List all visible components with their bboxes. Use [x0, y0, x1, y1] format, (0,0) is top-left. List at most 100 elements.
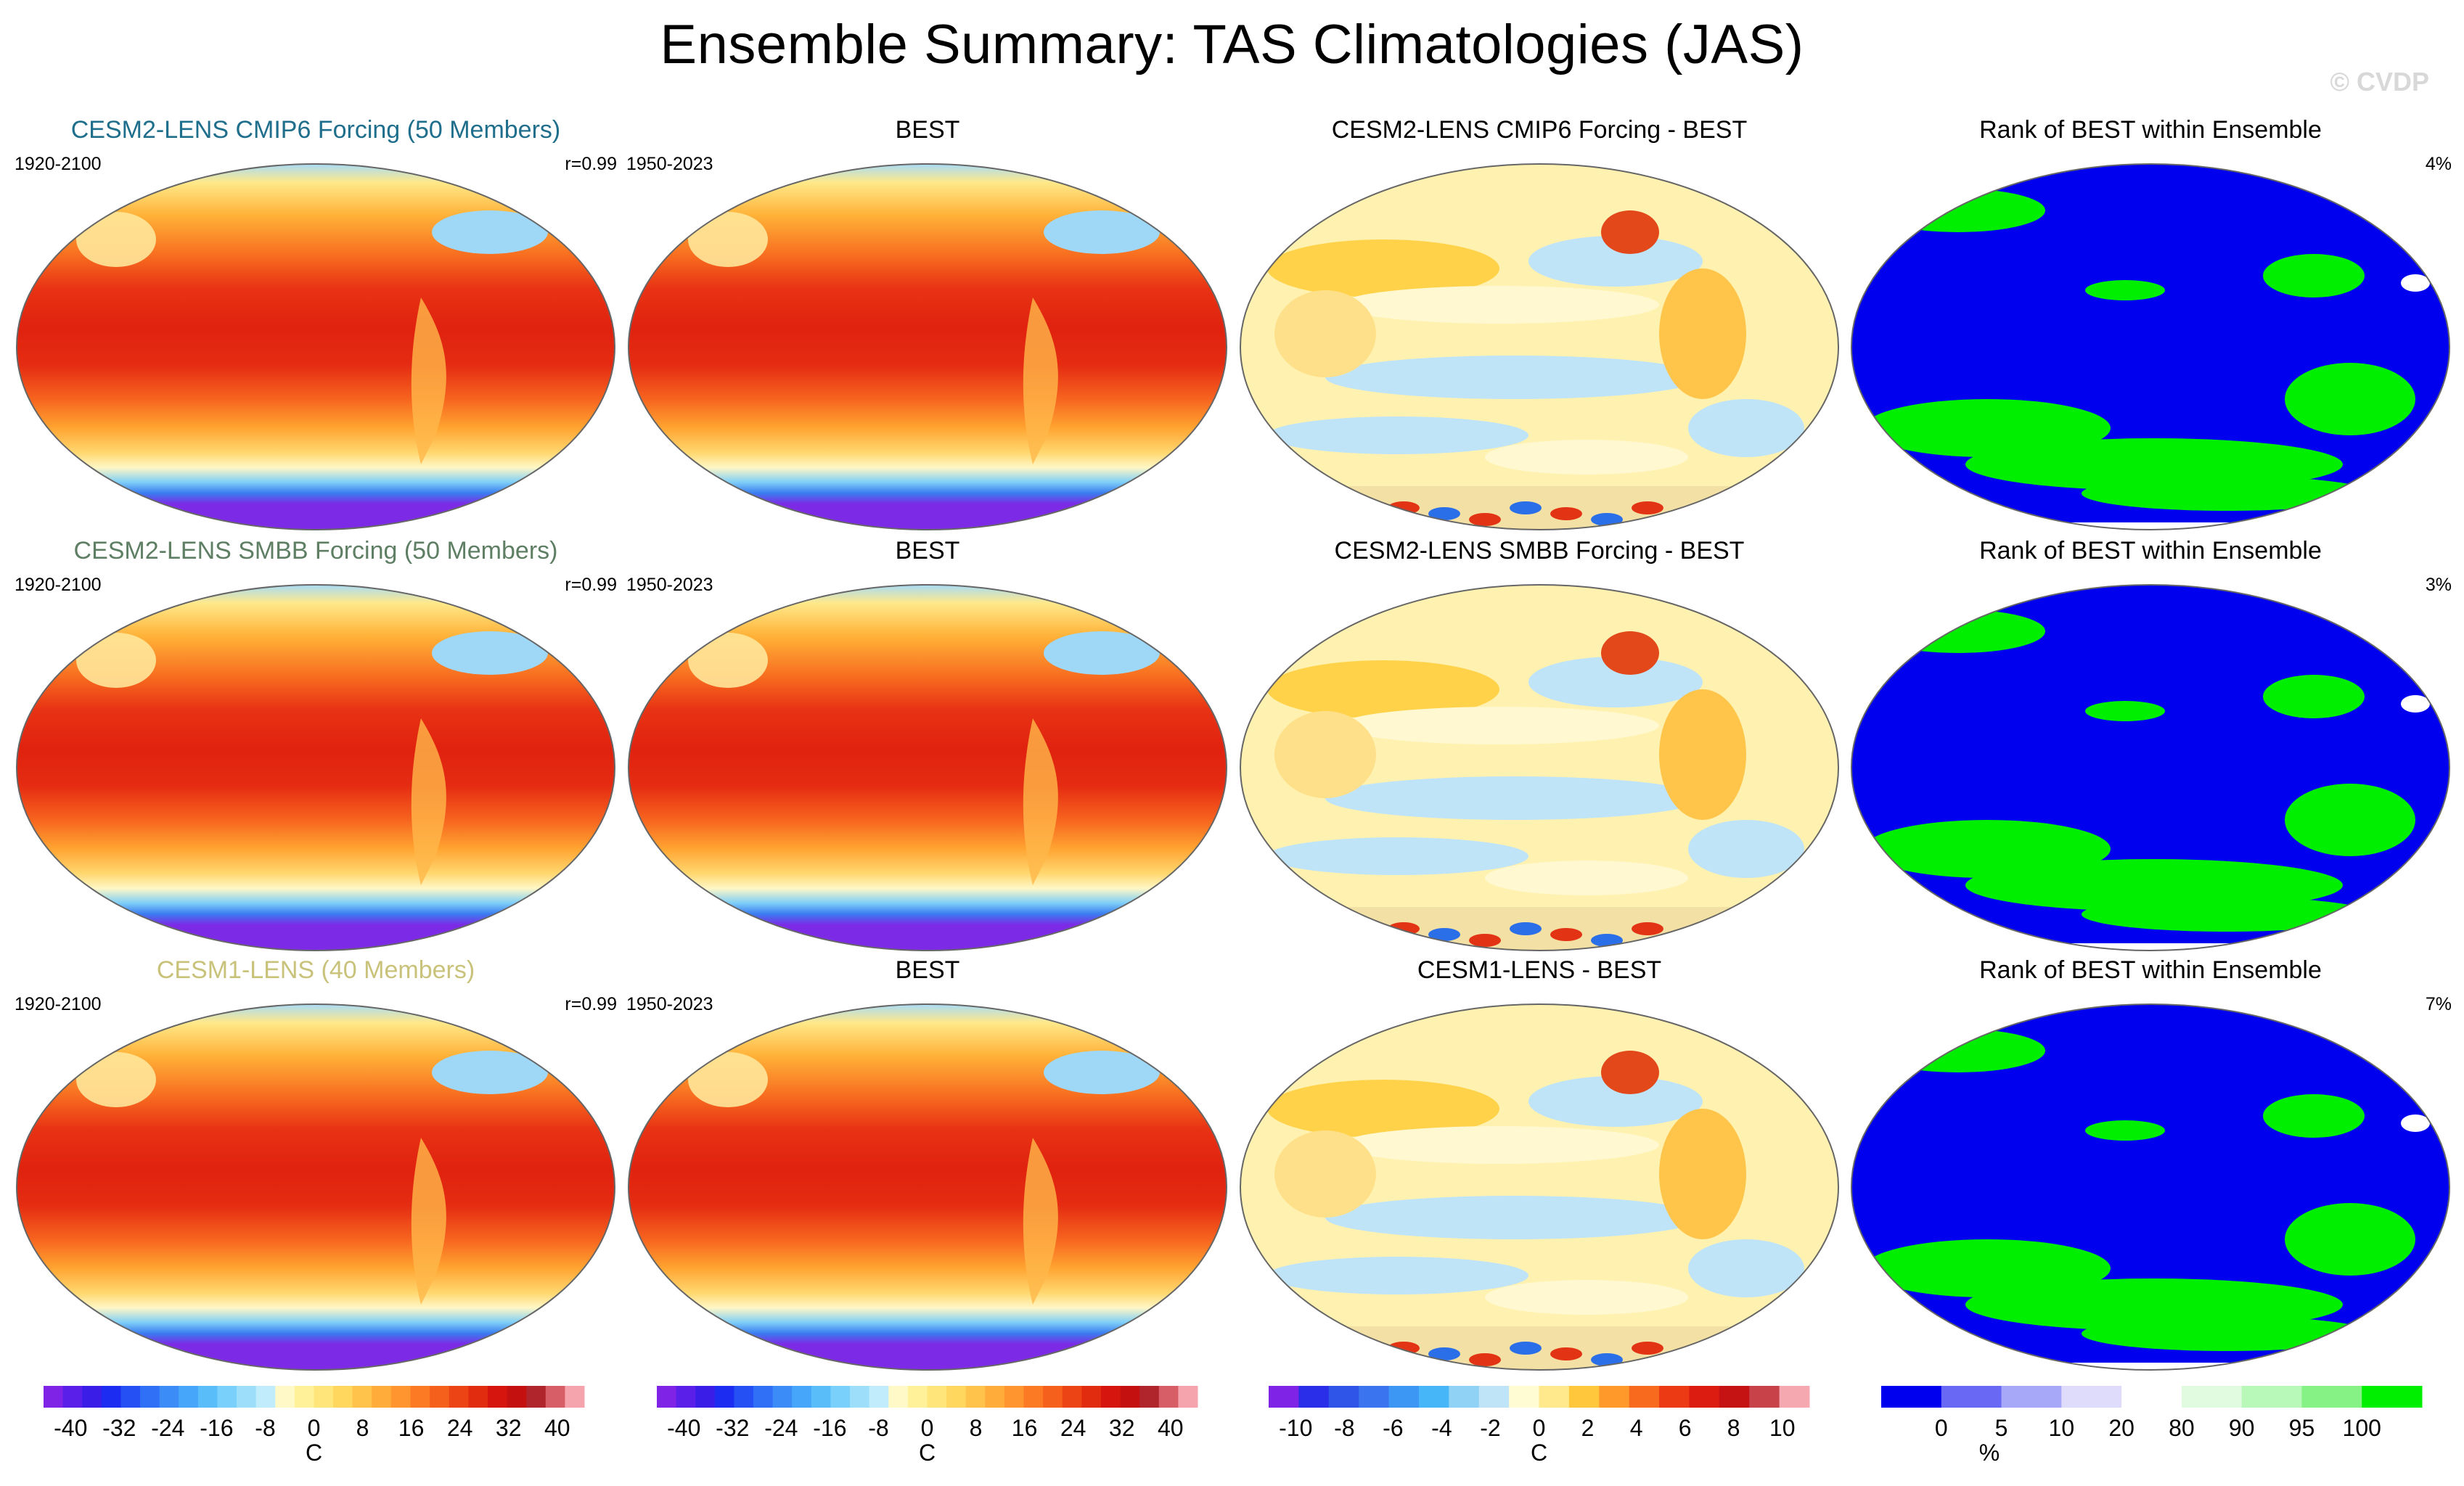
colorbar-swatch [1298, 1386, 1330, 1408]
colorbar-swatch [772, 1386, 793, 1408]
colorbar-swatch [1178, 1386, 1198, 1408]
greenland-ice [432, 210, 548, 254]
panel-period-label: 1920-2100 [15, 154, 102, 174]
southern-ocean-anomaly [1306, 1347, 1338, 1360]
colorbar-swatch [830, 1386, 851, 1408]
map-obs [628, 584, 1227, 951]
map-panel-diff: CESM2-LENS SMBB Forcing - BEST [1238, 537, 1841, 951]
colorbar-swatch [1023, 1386, 1044, 1408]
map-boundary [1851, 1003, 2450, 1371]
colorbar-swatch [101, 1386, 121, 1408]
colorbar-clim-obs: -40 -32 -24 -16 -8 0 8 16 24 32 40 C [657, 1386, 1223, 1480]
colorbar-swatch [1043, 1386, 1063, 1408]
colorbar-tick-label: 0 [920, 1415, 934, 1441]
tibetan-plateau [688, 1052, 768, 1107]
southern-ocean-anomaly [1591, 513, 1623, 526]
map-boundary [1240, 1003, 1839, 1371]
warm-anomaly [1601, 631, 1659, 675]
colorbar-swatch [1418, 1386, 1449, 1408]
andes-cool-band [1023, 297, 1058, 464]
greenland-ice [432, 1051, 548, 1094]
colorbar-tick-label: 2 [1581, 1415, 1595, 1441]
panel-period-label: 1950-2023 [626, 575, 713, 595]
colorbar-swatch [1539, 1386, 1570, 1408]
southern-ocean-anomaly [1753, 501, 1785, 514]
anomaly-region [1340, 707, 1659, 744]
southern-ocean-anomaly [1632, 922, 1663, 935]
map-diff [1240, 584, 1839, 951]
colorbar-swatch [82, 1386, 102, 1408]
southern-ocean-anomaly [1794, 928, 1826, 941]
tibetan-plateau [76, 212, 156, 267]
southern-ocean-anomaly [1266, 922, 1298, 935]
southern-ocean-anomaly [1550, 1347, 1582, 1360]
tibetan-plateau [76, 633, 156, 688]
colorbar-tick-label: -16 [200, 1415, 234, 1441]
southern-ocean-anomaly [1306, 507, 1338, 520]
colorbar-swatch [985, 1386, 1005, 1408]
colorbar-swatch [430, 1386, 450, 1408]
anomaly-region [1267, 1080, 1499, 1138]
southern-ocean-anomaly [1713, 1353, 1745, 1366]
colorbar-swatch [2001, 1386, 2062, 1408]
colorbar-swatch [2301, 1386, 2362, 1408]
map-panel-obs: BEST 1950-2023 [626, 956, 1229, 1371]
tibetan-plateau [688, 212, 768, 267]
map-boundary [628, 584, 1227, 951]
southern-ocean-anomaly [1591, 1353, 1623, 1366]
colorbar-tick-label: 32 [1108, 1415, 1135, 1441]
colorbar-swatch [372, 1386, 392, 1408]
colorbar-swatch [1478, 1386, 1510, 1408]
panel-title: CESM1-LENS (40 Members) [156, 956, 475, 984]
map-boundary [1851, 163, 2450, 530]
southern-ocean-anomaly [1347, 1353, 1379, 1366]
colorbar-swatch [294, 1386, 314, 1408]
colorbar-swatch [946, 1386, 967, 1408]
colorbar-tick-label: 8 [969, 1415, 983, 1441]
colorbar-tick-label: -40 [667, 1415, 701, 1441]
map-ensemble [16, 163, 615, 530]
southern-ocean-anomaly [1550, 928, 1582, 941]
colorbar-tick-label: -10 [1279, 1415, 1313, 1441]
colorbar-tick-label: 80 [2169, 1415, 2195, 1441]
panel-title: CESM2-LENS CMIP6 Forcing (50 Members) [70, 116, 561, 144]
panel-stat-label: r=0.99 [565, 575, 617, 595]
colorbar-tick-label: -16 [813, 1415, 847, 1441]
colorbar-tick-label: 100 [2342, 1415, 2381, 1441]
southern-ocean-anomaly [1753, 922, 1785, 935]
colorbar-tick-label: 24 [446, 1415, 473, 1441]
colorbar-swatch [314, 1386, 334, 1408]
colorbar-swatch [2241, 1386, 2302, 1408]
andes-cool-band [1023, 1138, 1058, 1305]
colorbar-tick-label: -8 [255, 1415, 276, 1441]
anomaly-region [1688, 1239, 1804, 1297]
anomaly-region [1485, 1280, 1688, 1315]
colorbar-swatch [888, 1386, 909, 1408]
colorbar-swatch [2362, 1386, 2423, 1408]
anomaly-region [1274, 711, 1376, 798]
colorbar-swatch [333, 1386, 353, 1408]
colorbar-tick-label: -6 [1383, 1415, 1404, 1441]
colorbar-swatch [1139, 1386, 1160, 1408]
colorbar-swatch [1120, 1386, 1140, 1408]
colorbar-tick-label: -32 [716, 1415, 750, 1441]
colorbar-unit: C [305, 1440, 323, 1466]
anomaly-region [1485, 861, 1688, 895]
southern-ocean-anomaly [1794, 1347, 1826, 1360]
rank-mid-region [2401, 695, 2430, 713]
colorbar-swatch [1749, 1386, 1780, 1408]
colorbar-swatch [255, 1386, 276, 1408]
anomaly-region [1325, 356, 1703, 399]
map-panel-rank: Rank of BEST within Ensemble 4% [1849, 116, 2452, 530]
map-boundary [1240, 584, 1839, 951]
panel-stat-label: r=0.99 [565, 154, 617, 174]
colorbar-tick-label: 24 [1060, 1415, 1086, 1441]
map-panel-diff: CESM1-LENS - BEST [1238, 956, 1841, 1371]
panel-period-label: 1950-2023 [626, 154, 713, 174]
southern-ocean-anomaly [1632, 1342, 1663, 1355]
map-panel-diff: CESM2-LENS CMIP6 Forcing - BEST [1238, 116, 1841, 530]
anomaly-region [1267, 239, 1499, 297]
map-panel-obs: BEST 1950-2023 [626, 116, 1229, 530]
andes-cool-band [411, 297, 446, 464]
figure-title: Ensemble Summary: TAS Climatologies (JAS… [660, 14, 1804, 75]
